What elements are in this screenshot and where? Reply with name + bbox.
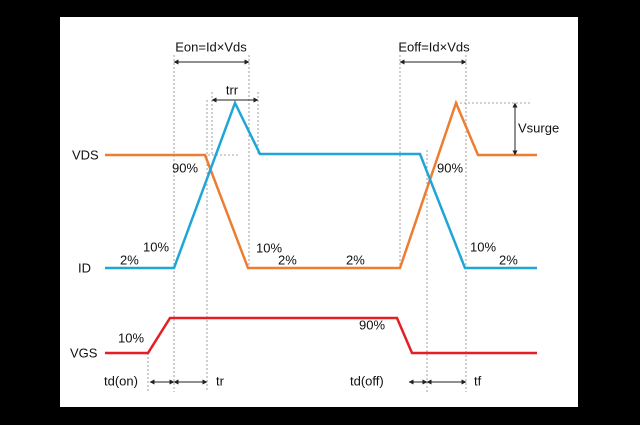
level-label: 10% <box>256 240 282 255</box>
level-label: 2% <box>499 252 518 267</box>
interval-label: Vsurge <box>518 120 559 135</box>
interval-label: td(off) <box>350 373 384 388</box>
level-label: 10% <box>118 330 144 345</box>
id-waveform <box>105 99 537 270</box>
interval-label: trr <box>226 82 239 97</box>
signal-label: ID <box>78 260 91 275</box>
level-label: 2% <box>120 252 139 267</box>
level-label: 10% <box>470 239 496 254</box>
canvas <box>60 17 578 407</box>
level-label: 2% <box>346 252 365 267</box>
interval-label: td(on) <box>104 373 138 388</box>
arrows <box>149 59 518 385</box>
interval-label: tf <box>474 373 482 388</box>
level-label: 10% <box>143 239 169 254</box>
vgs-waveform <box>105 316 537 355</box>
energy-label: Eon=Id×Vds <box>175 39 247 54</box>
energy-label: Eoff=Id×Vds <box>398 39 470 54</box>
signal-label: VGS <box>70 345 98 360</box>
level-label: 90% <box>172 160 198 175</box>
vds-waveform <box>105 99 537 270</box>
level-label: 2% <box>278 252 297 267</box>
level-label: 90% <box>437 160 463 175</box>
level-label: 90% <box>359 317 385 332</box>
signal-label: VDS <box>72 147 99 162</box>
interval-label: tr <box>216 373 225 388</box>
